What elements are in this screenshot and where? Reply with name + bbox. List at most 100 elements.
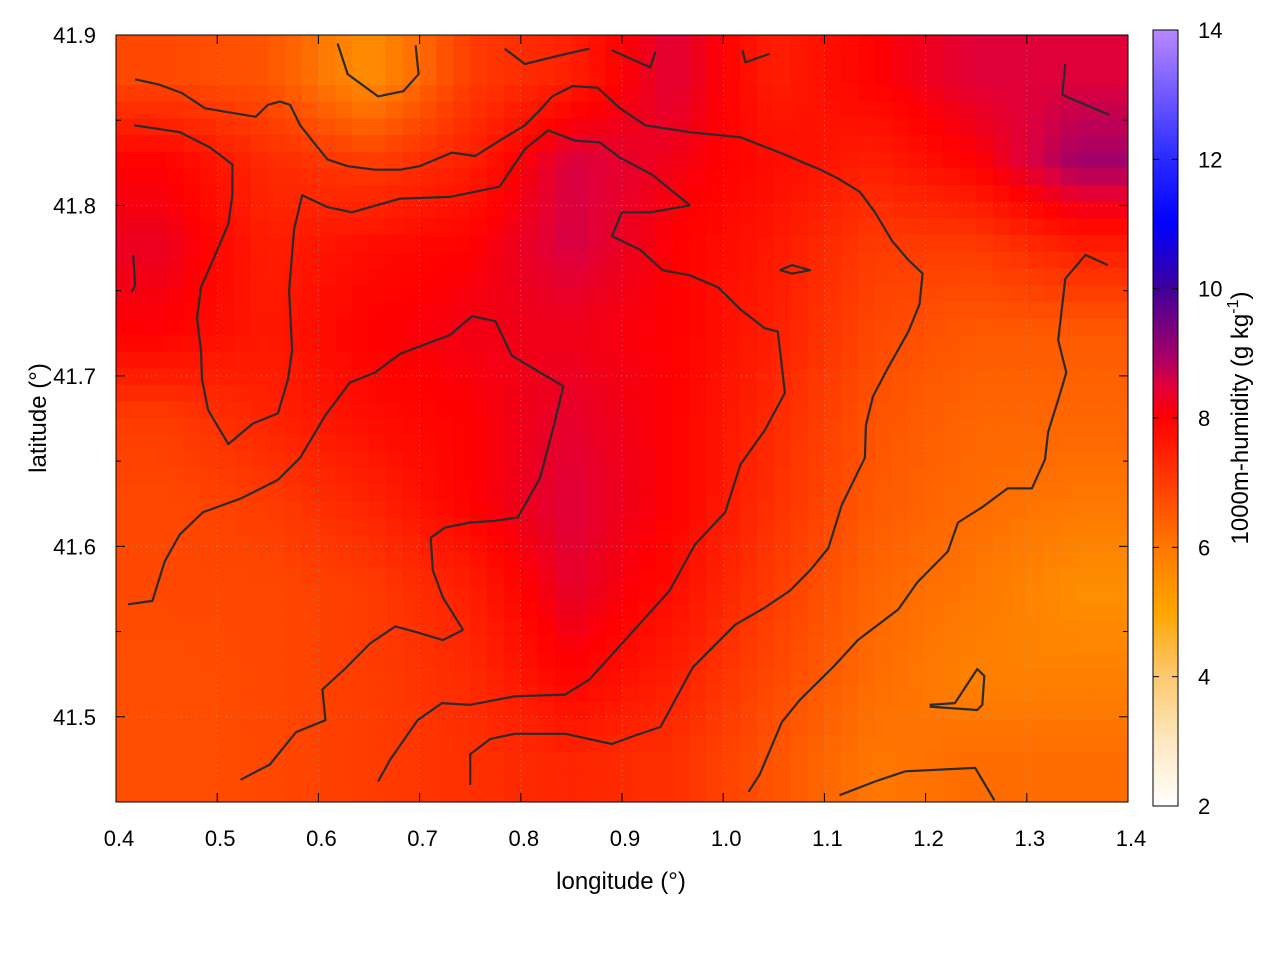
heatmap-cell [1060, 535, 1078, 553]
heatmap-cell [1060, 485, 1078, 503]
heatmap-cell [976, 418, 994, 436]
heatmap-cell [790, 385, 809, 403]
heatmap-cell [1060, 251, 1078, 270]
heatmap-cell [723, 568, 741, 586]
heatmap-cell [352, 635, 370, 653]
heatmap-cell [807, 318, 825, 336]
heatmap-cell [1026, 568, 1045, 586]
heatmap-cell [1077, 618, 1095, 636]
heatmap-cell [267, 118, 286, 136]
heatmap-cell [655, 585, 674, 603]
heatmap-cell [672, 351, 691, 370]
heatmap-cell [959, 168, 977, 186]
heatmap-cell [1009, 68, 1028, 86]
heatmap-cell [267, 318, 286, 336]
heatmap-cell [706, 751, 724, 770]
heatmap-cell [959, 318, 977, 336]
heatmap-cell [284, 601, 303, 620]
heatmap-cell [284, 668, 303, 686]
heatmap-cell [571, 751, 589, 770]
heatmap-cell [301, 551, 319, 570]
heatmap-cell [1094, 218, 1112, 236]
heatmap-cell [116, 35, 134, 53]
heatmap-cell [655, 118, 674, 136]
heatmap-cell [993, 735, 1011, 753]
heatmap-cell [790, 451, 809, 470]
heatmap-cell [571, 618, 589, 636]
heatmap-cell [352, 718, 370, 736]
heatmap-cell [183, 768, 201, 786]
heatmap-cell [487, 335, 505, 353]
heatmap-cell [200, 35, 218, 53]
heatmap-cell [554, 218, 572, 236]
heatmap-cell [116, 268, 134, 286]
heatmap-cell [1009, 768, 1028, 786]
heatmap-cell [335, 785, 353, 802]
x-tick-label: 1.2 [913, 826, 944, 851]
heatmap-cell [520, 551, 539, 570]
y-tick-label: 41.6 [53, 534, 96, 559]
heatmap-cell [250, 735, 269, 753]
heatmap-cell [605, 668, 623, 686]
heatmap-cell [436, 418, 454, 436]
heatmap-cell [891, 418, 910, 436]
heatmap-cell [402, 268, 421, 286]
heatmap-cell [824, 518, 842, 536]
heatmap-cell [942, 201, 960, 220]
heatmap-cell [891, 485, 910, 503]
heatmap-cell [352, 335, 370, 353]
heatmap-cell [385, 285, 404, 303]
heatmap-cell [487, 785, 505, 802]
heatmap-cell [1043, 501, 1062, 520]
heatmap-cell [908, 551, 927, 570]
heatmap-cell [166, 135, 185, 153]
heatmap-cell [858, 501, 876, 520]
heatmap-cell [520, 751, 539, 770]
heatmap-cell [976, 401, 994, 420]
heatmap-cell [234, 35, 252, 53]
heatmap-cell [790, 435, 809, 453]
heatmap-cell [234, 218, 252, 236]
heatmap-cell [385, 768, 404, 786]
heatmap-cell [993, 301, 1011, 320]
heatmap-cell [183, 351, 201, 370]
heatmap-cell [925, 35, 944, 53]
heatmap-cell [335, 635, 353, 653]
heatmap-cell [824, 785, 842, 802]
heatmap-cell [166, 201, 185, 220]
heatmap-cell [942, 151, 960, 169]
heatmap-cell [689, 701, 707, 720]
heatmap-cell [318, 251, 336, 270]
heatmap-cell [858, 218, 876, 236]
contour-line [239, 625, 464, 781]
heatmap-cell [875, 268, 893, 286]
heatmap-cell [605, 101, 623, 119]
heatmap-cell [369, 235, 387, 253]
heatmap-cell [824, 468, 842, 486]
heatmap-cell [369, 735, 387, 753]
heatmap-cell [841, 385, 859, 403]
heatmap-cell [908, 151, 927, 169]
heatmap-cell [622, 585, 640, 603]
heatmap-cell [267, 535, 286, 553]
heatmap-cell [503, 651, 522, 670]
heatmap-cell [453, 551, 471, 570]
heatmap-cell [1060, 551, 1078, 570]
heatmap-cell [537, 701, 556, 720]
heatmap-cell [1043, 485, 1062, 503]
heatmap-cell [1009, 735, 1028, 753]
heatmap-cell [284, 135, 303, 153]
heatmap-cell [520, 401, 539, 420]
heatmap-cell [1009, 385, 1028, 403]
heatmap-cell [689, 218, 707, 236]
heatmap-cell [655, 768, 674, 786]
heatmap-cell [976, 35, 994, 53]
heatmap-cell [908, 668, 927, 686]
heatmap-cell [638, 218, 657, 236]
heatmap-cell [369, 385, 387, 403]
heatmap-cell [537, 35, 556, 53]
heatmap-cell [318, 685, 336, 703]
heatmap-cell [824, 351, 842, 370]
heatmap-cell [891, 301, 910, 320]
heatmap-cell [824, 551, 842, 570]
